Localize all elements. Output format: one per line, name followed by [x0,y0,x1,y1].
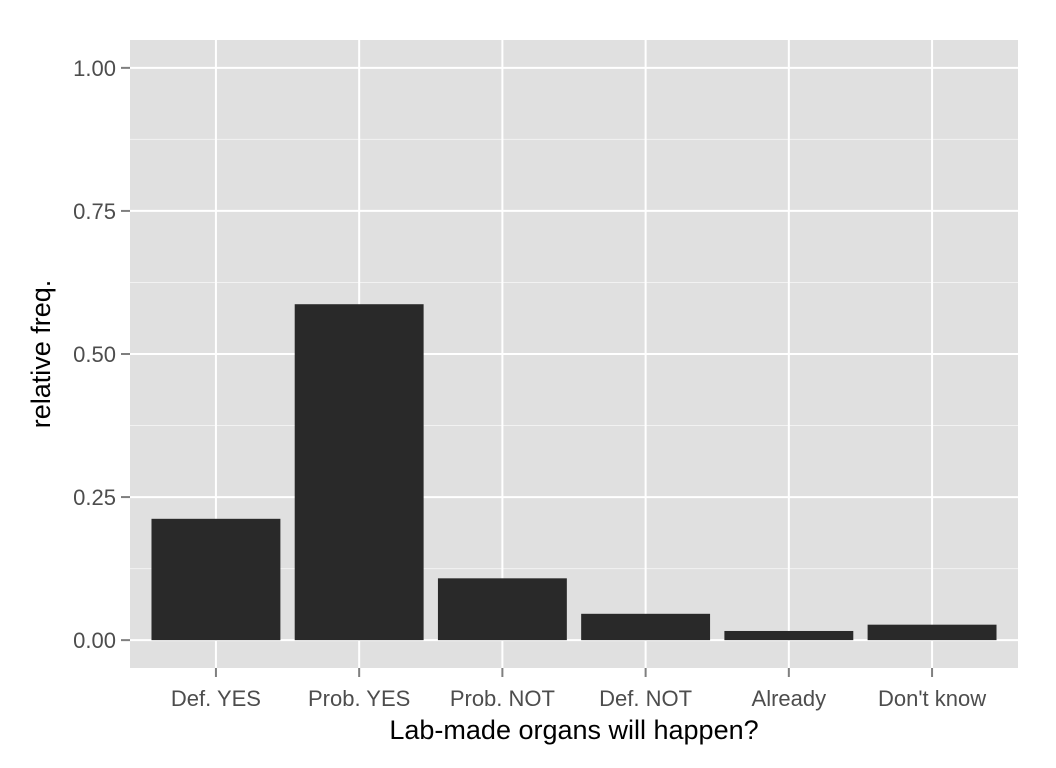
bar-2 [437,578,567,641]
x-tick-label: Def. NOT [599,686,692,711]
x-tick-label: Don't know [878,686,986,711]
x-tick-label: Already [752,686,827,711]
x-axis-title: Lab-made organs will happen? [389,715,758,745]
x-axis: Def. YES Prob. YES Prob. NOT Def. NOT Alread… [171,668,986,711]
bar-5 [867,624,997,641]
y-tick-label: 1.00 [73,56,116,81]
y-tick-label: 0.50 [73,342,116,367]
x-tick-label: Def. YES [171,686,261,711]
x-tick-label: Prob. YES [308,686,410,711]
bar-3 [581,613,711,641]
bar-1 [294,304,424,641]
y-tick-label: 0.25 [73,485,116,510]
y-tick-label: 0.75 [73,199,116,224]
y-axis: 0.00 0.25 0.50 0.75 1.00 [73,56,130,653]
bar-0 [151,518,281,641]
bar-4 [724,630,854,641]
bars-group [151,304,997,641]
y-axis-title: relative freq. [26,280,56,429]
x-tick-label: Prob. NOT [450,686,555,711]
y-tick-label: 0.00 [73,628,116,653]
